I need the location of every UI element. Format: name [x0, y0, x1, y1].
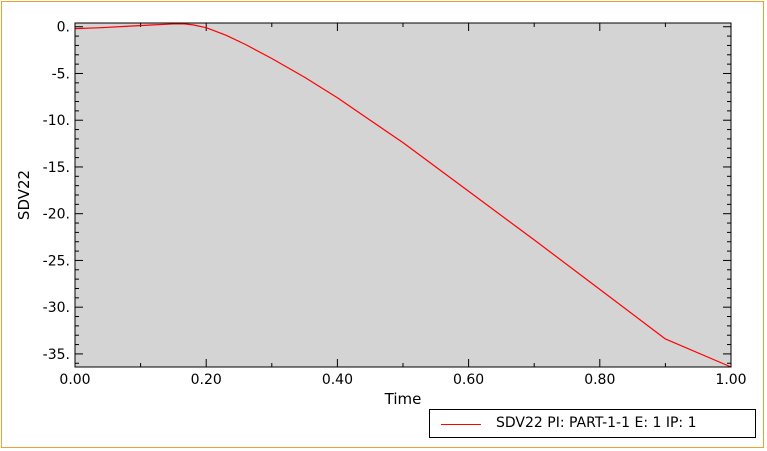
- y-tick-label: -15.: [43, 160, 70, 176]
- plot-area: [75, 23, 731, 367]
- x-tick-label: 0.60: [453, 372, 484, 388]
- y-tick-label: -35.: [43, 347, 70, 363]
- x-tick-label: 0.40: [322, 372, 353, 388]
- x-tick-label: 1.00: [715, 372, 746, 388]
- y-tick-labels: 0. -5. -10. -15. -20. -25. -30. -35.: [43, 20, 70, 363]
- y-tick-label: -25.: [43, 253, 70, 269]
- minor-ticks: [75, 23, 731, 367]
- x-tick-label: 0.80: [584, 372, 615, 388]
- y-tick-label: 0.: [57, 20, 70, 36]
- y-axis-title: SDV22: [15, 170, 33, 220]
- y-tick-label: -10.: [43, 113, 70, 129]
- y-tick-label: -30.: [43, 300, 70, 316]
- x-tick-label: 0.20: [191, 372, 222, 388]
- plot-border: [74, 22, 732, 368]
- x-axis-title: Time: [384, 390, 422, 408]
- legend-swatch: [441, 424, 481, 425]
- series-layer: [74, 23, 732, 368]
- legend-label: SDV22 PI: PART-1-1 E: 1 IP: 1: [496, 415, 697, 431]
- x-tick-labels: 0.00 0.20 0.40 0.60 0.80 1.00: [59, 372, 746, 388]
- chart-legend: SDV22 PI: PART-1-1 E: 1 IP: 1: [429, 409, 756, 438]
- y-tick-label: -5.: [52, 66, 70, 82]
- series-line: [74, 23, 732, 368]
- x-tick-label: 0.00: [59, 372, 90, 388]
- y-tick-label: -20.: [43, 207, 70, 223]
